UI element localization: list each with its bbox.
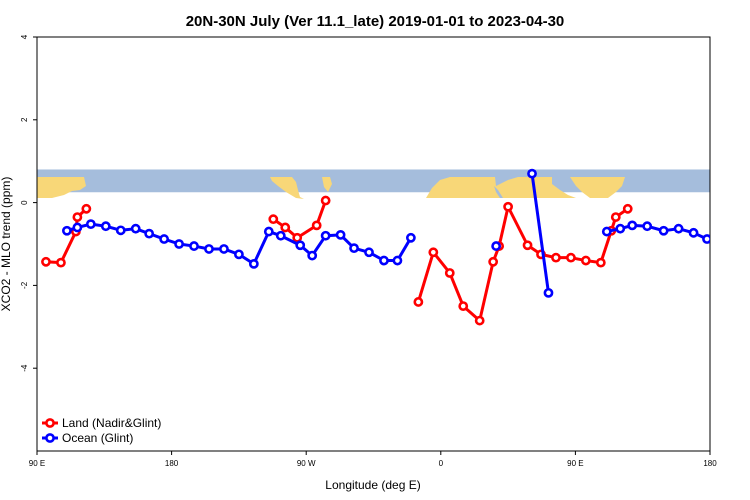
y-axis: 4 2 0 -2 -4 (20, 34, 37, 372)
data-point (503, 201, 513, 212)
data-point (673, 223, 684, 234)
data-point (392, 255, 403, 266)
data-point (275, 230, 286, 241)
data-point (615, 223, 626, 234)
data-point (248, 258, 259, 269)
map-gulf-sea (494, 186, 503, 198)
data-point (263, 226, 274, 237)
data-point (268, 214, 279, 225)
series-ocean (62, 168, 710, 298)
data-point (189, 241, 199, 251)
map-land-florida (322, 177, 332, 192)
data-point (292, 232, 303, 243)
series-layer (41, 168, 710, 326)
data-point (379, 255, 389, 266)
x-axis-label: Longitude (deg E) (325, 478, 420, 492)
data-point (610, 212, 621, 222)
data-point (642, 221, 653, 232)
data-point (491, 241, 502, 251)
y-axis-label: XCO2 - MLO trend (ppm) (0, 177, 13, 312)
data-point (41, 256, 51, 267)
x-tick-label: 90 W (297, 459, 316, 468)
data-point (580, 255, 591, 266)
x-axis: 90 E 180 90 W 0 90 E 180 (29, 451, 717, 468)
data-point (144, 228, 155, 239)
data-point (100, 221, 111, 232)
x-tick-label: 0 (439, 459, 444, 468)
data-point (688, 227, 699, 238)
y-tick-label: 4 (20, 34, 29, 39)
data-point (522, 240, 533, 251)
data-point (81, 203, 92, 214)
data-point (159, 234, 170, 244)
data-point (474, 315, 485, 326)
data-point (349, 243, 359, 254)
data-point (488, 256, 499, 267)
data-point (595, 257, 606, 268)
legend: Land (Nadir&Glint)Ocean (Glint) (42, 416, 161, 445)
y-tick-label: 0 (20, 200, 29, 205)
data-point (72, 222, 83, 233)
data-point (174, 239, 184, 249)
data-point (335, 229, 346, 240)
data-point (311, 220, 322, 231)
data-point (622, 203, 633, 214)
data-point (295, 240, 306, 251)
data-point (364, 247, 374, 258)
data-point (233, 249, 244, 260)
data-point (130, 223, 141, 234)
y-tick-label: -4 (20, 364, 29, 372)
y-tick-label: -2 (20, 281, 29, 289)
x-tick-label: 90 E (29, 459, 45, 468)
data-point (307, 250, 318, 261)
data-point (62, 225, 72, 236)
data-point (320, 230, 331, 241)
data-point (219, 244, 229, 254)
map-land-india-asia (570, 177, 625, 198)
legend-label: Land (Nadir&Glint) (62, 416, 161, 430)
data-point (428, 247, 439, 258)
data-point (702, 234, 710, 244)
data-point (458, 301, 469, 311)
data-point (413, 297, 424, 307)
map-land-africa-arabia (426, 177, 576, 198)
data-point (85, 219, 96, 230)
chart-title: 20N-30N July (Ver 11.1_late) 2019-01-01 … (186, 13, 565, 30)
world-map-band (37, 169, 710, 199)
map-land-mexico (270, 177, 304, 199)
data-point (551, 252, 561, 263)
data-point (320, 195, 331, 206)
legend-marker (45, 433, 55, 443)
data-point (72, 212, 83, 222)
data-point (601, 226, 612, 237)
series-line (530, 173, 550, 294)
data-point (627, 220, 638, 231)
legend-label: Ocean (Glint) (62, 431, 133, 445)
plot-frame (36, 36, 711, 452)
data-point (204, 244, 214, 254)
y-tick-label: 2 (20, 117, 29, 122)
data-point (56, 257, 66, 268)
data-point (444, 268, 455, 278)
data-point (405, 232, 416, 243)
data-point (566, 252, 576, 263)
data-point (658, 225, 669, 236)
x-tick-label: 180 (703, 459, 717, 468)
x-tick-label: 90 E (567, 459, 583, 468)
legend-marker (45, 418, 55, 428)
data-point (543, 287, 554, 298)
data-point (280, 222, 291, 233)
data-point (115, 225, 126, 236)
x-tick-label: 180 (165, 459, 179, 468)
map-land-asia (37, 177, 86, 198)
data-point (527, 168, 537, 179)
